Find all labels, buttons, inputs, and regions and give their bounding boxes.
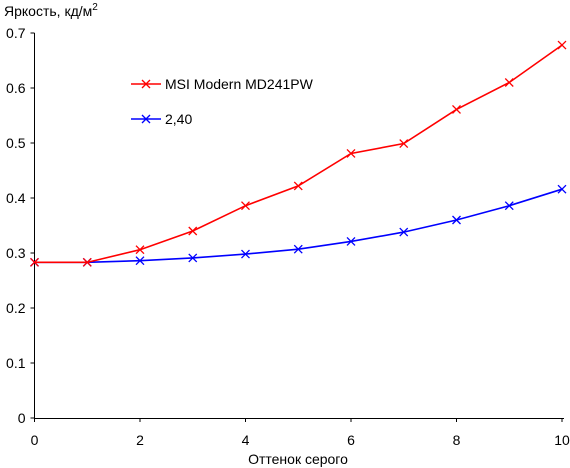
x-tick-label: 0 (31, 432, 39, 448)
y-tick-label: 0.2 (6, 300, 26, 316)
data-point-marker (135, 256, 145, 266)
data-point-marker (504, 78, 514, 87)
legend-label: 2,40 (165, 111, 192, 127)
data-point-marker (135, 245, 145, 255)
y-axis-title: Яркость, кд/м2 (4, 2, 98, 19)
series-line (34, 188, 563, 264)
data-point-marker (452, 104, 461, 114)
data-point-marker (82, 257, 92, 267)
axes (34, 33, 564, 419)
data-point-marker (188, 253, 198, 263)
y-tick-label: 0.4 (6, 190, 26, 206)
x-tick-label: 2 (136, 432, 144, 448)
data-point-marker (452, 215, 461, 225)
x-tick-label: 4 (242, 432, 250, 448)
legend-swatch-marker (141, 79, 151, 89)
data-point-marker (346, 148, 356, 158)
series-1 (30, 184, 567, 267)
y-ticks: 0 0.1 0.2 0.3 0.4 0.5 0.6 0.7 (6, 25, 35, 426)
data-point-marker (293, 244, 303, 254)
data-point-marker (346, 236, 356, 246)
y-tick-label: 0.1 (6, 355, 26, 371)
y-tick-label: 0.3 (6, 245, 26, 261)
data-point-marker (399, 139, 409, 149)
x-ticks: 0 2 4 6 8 10 (31, 418, 570, 448)
data-point-marker (504, 201, 514, 211)
x-axis-title: Оттенок серого (248, 451, 348, 467)
y-tick-label: 0.5 (6, 135, 26, 151)
legend-swatch-marker (141, 114, 151, 124)
series-layer (30, 40, 567, 267)
y-tick-label: 0.6 (6, 80, 26, 96)
data-point-marker (557, 184, 567, 194)
x-tick-label: 8 (453, 432, 461, 448)
y-tick-label: 0 (18, 410, 26, 426)
x-tick-label: 6 (347, 432, 355, 448)
x-tick-label: 10 (554, 432, 570, 448)
legend-entry: MSI Modern MD241PW (131, 76, 314, 92)
y-axis-title-text: Яркость, кд/м (4, 3, 92, 19)
data-point-marker (241, 201, 250, 211)
data-point-marker (188, 226, 198, 236)
data-point-marker (557, 40, 567, 50)
y-tick-label: 0.7 (6, 25, 26, 41)
data-point-marker (399, 227, 409, 237)
data-point-marker (30, 257, 39, 267)
series-0 (30, 40, 567, 267)
legend-label: MSI Modern MD241PW (165, 76, 314, 92)
legend: MSI Modern MD241PW 2,40 (131, 76, 314, 127)
y-axis-title-superscript: 2 (92, 2, 98, 13)
data-point-marker (241, 249, 250, 259)
data-point-marker (293, 181, 303, 191)
legend-entry: 2,40 (131, 111, 192, 127)
